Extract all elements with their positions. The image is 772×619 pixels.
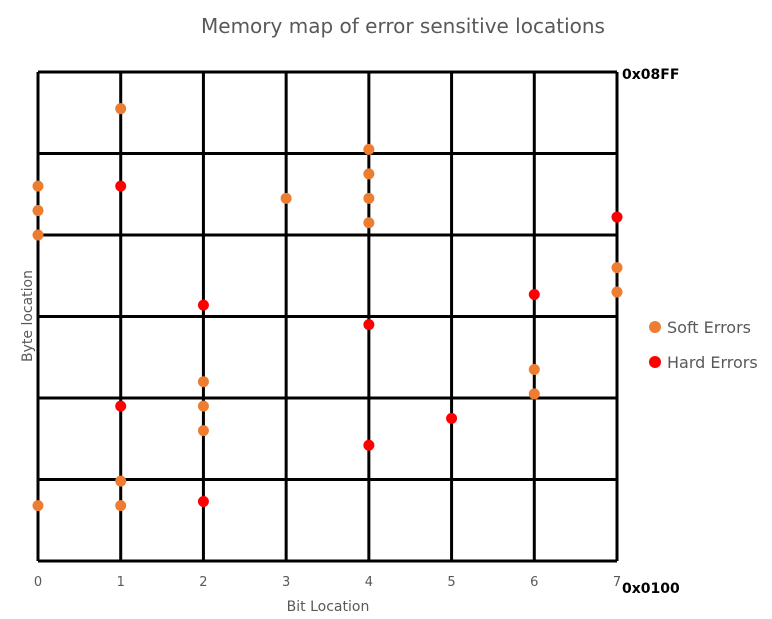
- x-axis-label: Bit Location: [287, 599, 370, 615]
- soft-error-point: [32, 205, 44, 217]
- chart-title: Memory map of error sensitive locations: [201, 14, 605, 38]
- legend-soft-errors-label: Soft Errors: [667, 318, 751, 337]
- x-tick-label: 3: [282, 575, 290, 590]
- x-tick-label: 0: [34, 575, 42, 590]
- x-tick-label: 6: [530, 575, 538, 590]
- hard-error-point: [115, 180, 127, 192]
- bottom-address-label: 0x0100: [622, 581, 680, 597]
- soft-error-point: [197, 425, 209, 437]
- x-tick-label: 7: [613, 575, 621, 590]
- soft-error-point: [32, 500, 44, 512]
- soft-error-point: [115, 500, 127, 512]
- hard-error-point: [197, 299, 209, 311]
- x-tick-label: 1: [117, 575, 125, 590]
- soft-error-point: [528, 363, 540, 375]
- x-tick-label: 4: [365, 575, 373, 590]
- hard-error-point: [363, 439, 375, 451]
- soft-error-point: [363, 192, 375, 204]
- chart-grid: [36, 70, 619, 563]
- legend-soft-errors-marker: [649, 321, 661, 333]
- hard-error-point: [197, 496, 209, 508]
- hard-error-point: [363, 319, 375, 331]
- x-tick-label: 2: [199, 575, 207, 590]
- soft-error-point: [528, 388, 540, 400]
- hard-error-point: [446, 412, 458, 424]
- y-axis-label: Byte location: [20, 270, 36, 362]
- soft-error-point: [363, 168, 375, 180]
- hard-error-point: [115, 400, 127, 412]
- soft-error-point: [363, 143, 375, 155]
- chart-legend: Soft Errors Hard Errors: [649, 318, 758, 372]
- x-tick-labels: 0 1 2 3 4 5 6 7: [34, 575, 621, 590]
- soft-error-point: [611, 286, 623, 298]
- soft-error-point: [197, 376, 209, 388]
- soft-error-point: [115, 103, 127, 115]
- legend-hard-errors-label: Hard Errors: [667, 353, 758, 372]
- soft-error-point: [115, 475, 127, 487]
- data-points: [32, 103, 623, 512]
- legend-hard-errors-marker: [649, 356, 661, 368]
- soft-error-point: [611, 262, 623, 274]
- x-tick-label: 5: [447, 575, 455, 590]
- soft-error-point: [32, 180, 44, 192]
- soft-error-point: [32, 229, 44, 241]
- top-address-label: 0x08FF: [622, 67, 679, 83]
- soft-error-point: [280, 192, 292, 204]
- hard-error-point: [611, 211, 623, 223]
- hard-error-point: [528, 288, 540, 300]
- soft-error-point: [197, 400, 209, 412]
- soft-error-point: [363, 217, 375, 229]
